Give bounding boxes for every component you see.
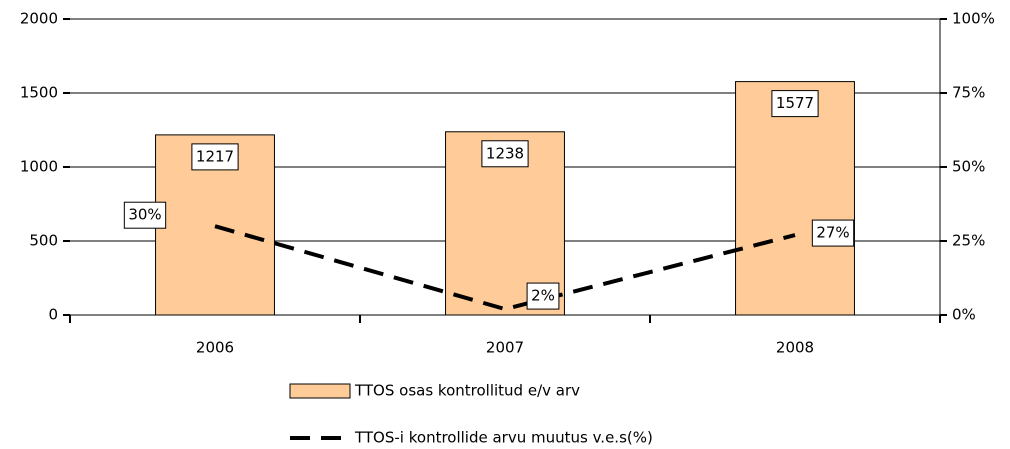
line-value-label-box	[526, 282, 560, 310]
y2-tick-label: 100%	[952, 10, 995, 28]
bar-value-label: 1238	[486, 144, 524, 162]
bar-value-label-box	[771, 90, 819, 118]
bar-value-label: 1217	[196, 147, 234, 165]
y-tick-label: 0	[48, 306, 58, 324]
x-tick-label: 2006	[196, 339, 234, 357]
legend-label: TTOS-i kontrollide arvu muutus v.e.s(%)	[354, 429, 653, 447]
y-tick-label: 1500	[20, 84, 58, 102]
x-tick-label: 2008	[776, 339, 814, 357]
line	[214, 224, 796, 312]
y-tick-label: 2000	[20, 10, 58, 28]
line-value-label: 30%	[128, 206, 161, 224]
y-tick-label: 500	[29, 232, 58, 250]
y2-tick-label: 0%	[952, 306, 976, 324]
y2-tick-label: 50%	[952, 158, 985, 176]
y-tick-label: 1000	[20, 158, 58, 176]
bar-value-label-box	[481, 140, 529, 168]
x-tick-label: 2007	[486, 339, 524, 357]
line-value-label-box	[123, 201, 167, 229]
legend-label: TTOS osas kontrollitud e/v arv	[354, 382, 580, 400]
y2-tick-label: 75%	[952, 84, 985, 102]
y2-tick-label: 25%	[952, 232, 985, 250]
line-value-label: 2%	[531, 287, 555, 305]
legend-swatch	[289, 383, 351, 399]
bar-value-label-box	[191, 143, 239, 171]
line-value-label: 27%	[816, 224, 849, 242]
line-value-label-box	[811, 219, 855, 247]
bar	[735, 81, 855, 316]
bar-value-label: 1577	[776, 94, 814, 112]
